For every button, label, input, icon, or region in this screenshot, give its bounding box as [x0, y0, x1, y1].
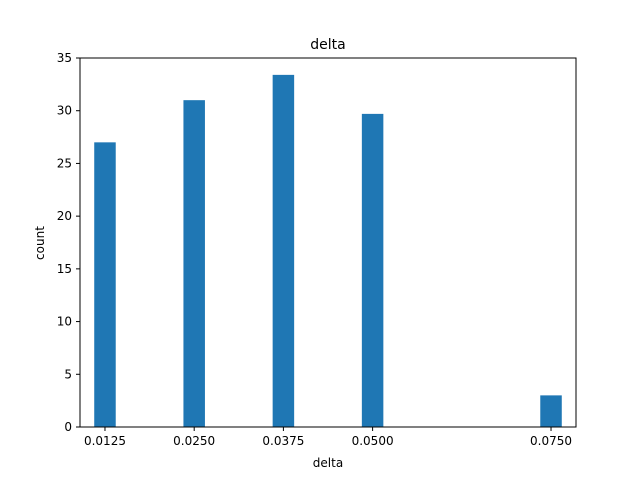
- x-tick-label-0.0250: 0.0250: [173, 434, 215, 448]
- x-tick-label-0.0750: 0.0750: [530, 434, 572, 448]
- y-axis-label: count: [33, 226, 47, 260]
- bar-0.0125: [94, 142, 116, 427]
- y-tick-label-5: 5: [64, 367, 72, 381]
- plot-frame: [79, 57, 577, 428]
- x-tick-label-0.0500: 0.0500: [352, 434, 394, 448]
- y-tick-label-35: 35: [57, 51, 72, 65]
- y-tick-label-20: 20: [57, 209, 72, 223]
- bar-0.0375: [272, 74, 295, 428]
- plot-area: 0.0125 0.0250 0.0375 0.0500 0.0750 0 5 10 15 20 25…: [57, 51, 577, 448]
- y-tick-label-30: 30: [57, 104, 72, 118]
- bar-0.0750: [540, 395, 562, 427]
- x-tick-label-0.0125: 0.0125: [84, 434, 126, 448]
- bar-0.0250: [183, 100, 205, 428]
- y-tick-label-10: 10: [57, 315, 72, 329]
- y-tick-label-25: 25: [57, 156, 72, 170]
- bar-0.0500: [361, 113, 384, 427]
- y-tick-label-15: 15: [57, 262, 72, 276]
- x-tick-label-0.0375: 0.0375: [262, 434, 304, 448]
- x-axis-label: delta: [313, 456, 343, 470]
- y-tick-label-0: 0: [64, 420, 72, 434]
- chart-title: delta: [310, 37, 345, 53]
